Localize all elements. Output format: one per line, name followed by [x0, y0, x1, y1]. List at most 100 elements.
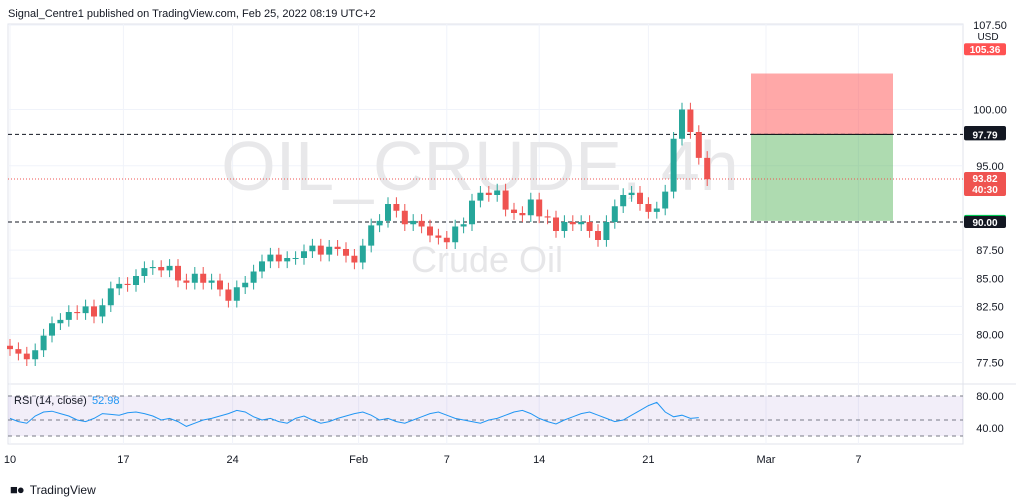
candle-body	[149, 267, 156, 269]
candle-body	[645, 204, 652, 212]
take-profit-zone	[751, 134, 893, 221]
currency-label: USD	[977, 32, 998, 43]
candle-body	[578, 222, 585, 225]
candle-body	[284, 258, 291, 262]
candle-body	[259, 261, 265, 272]
candle-body	[191, 273, 198, 283]
price-lines	[8, 133, 963, 223]
candle-body	[301, 251, 307, 258]
rsi-pane: 80.00 40.00	[8, 391, 1004, 437]
candle-body	[519, 213, 526, 216]
candle-body	[183, 280, 190, 283]
tradingview-logo[interactable]: ■● TradingView	[10, 482, 96, 497]
countdown-label: 40:30	[972, 185, 998, 196]
candle-body	[670, 138, 677, 192]
time-axis[interactable]: 10 17 24 Feb 7 14 21 Mar 7	[4, 454, 862, 466]
candle-body	[133, 276, 139, 285]
candle-body	[443, 237, 450, 243]
rsi-band	[8, 396, 963, 436]
rsi-tick-label: 40.00	[976, 423, 1004, 435]
candle-body	[385, 204, 391, 221]
candle-body	[65, 312, 72, 320]
time-tick-label: 7	[855, 454, 861, 466]
candle-body	[200, 273, 207, 283]
candle-body	[233, 287, 240, 301]
candle-body	[586, 222, 593, 231]
candle-body	[292, 258, 299, 259]
candle-body	[418, 220, 425, 227]
candle-body	[225, 289, 232, 301]
candle-body	[91, 306, 97, 317]
candle-body	[469, 200, 475, 225]
candle-body	[141, 268, 148, 276]
rsi-title: RSI (14, close)	[14, 395, 87, 407]
candle-body	[166, 265, 173, 271]
candle-body	[620, 195, 627, 207]
time-tick-label: 10	[4, 454, 16, 466]
candle-body	[679, 109, 685, 139]
candle-body	[536, 199, 543, 217]
candle-body	[158, 267, 165, 271]
time-tick-label: Feb	[349, 454, 368, 466]
candle-body	[511, 209, 517, 213]
candle-body	[410, 220, 417, 225]
watermark-name: Crude Oil	[411, 239, 563, 280]
candle-body	[15, 349, 22, 354]
candle-body	[217, 280, 223, 290]
time-tick-label: 24	[226, 454, 238, 466]
publisher-header: Signal_Centre1 published on TradingView.…	[8, 8, 376, 20]
price-tag-label: 93.82	[972, 174, 997, 185]
candle-body	[343, 249, 349, 256]
price-axis[interactable]: 107.50 100.00 95.00 87.50 85.00 82.50 80.00 77.…	[973, 20, 1007, 370]
candle-body	[57, 319, 64, 324]
candle-body	[695, 132, 702, 158]
time-tick-label: Mar	[757, 454, 776, 466]
candle-body	[704, 157, 711, 180]
candle-body	[427, 226, 433, 236]
candle-body	[393, 204, 400, 211]
price-tag-label: 97.79	[972, 130, 997, 141]
candle-body	[553, 217, 559, 231]
price-tag-bg	[964, 172, 1006, 197]
price-tag-bg	[964, 128, 1006, 141]
candle-body	[208, 280, 215, 283]
candle-body	[653, 208, 660, 212]
candle-body	[23, 353, 30, 360]
candle-body	[368, 225, 375, 246]
candle-body	[494, 190, 501, 195]
candle-body	[359, 245, 366, 263]
price-tick-label: 80.00	[976, 330, 1004, 342]
time-tick-label: 14	[533, 454, 545, 466]
candle-body	[502, 190, 509, 210]
time-tick-label: 7	[444, 454, 450, 466]
candle-body	[452, 226, 459, 243]
candle-body	[460, 224, 467, 227]
price-tick-label: 82.50	[976, 301, 1004, 313]
brand-label: TradingView	[29, 482, 96, 497]
candle-body	[351, 255, 358, 263]
candle-body	[124, 283, 131, 285]
position-tool[interactable]	[751, 73, 893, 221]
candle-body	[175, 265, 181, 281]
candle-body	[687, 109, 694, 132]
price-tick-label: 85.00	[976, 273, 1004, 285]
candle-body	[477, 192, 484, 201]
candle-body	[603, 222, 610, 240]
price-tick-label: 100.00	[973, 105, 1007, 117]
rsi-line	[9, 401, 699, 427]
price-tag-label: 90.00	[972, 218, 997, 229]
rsi-value: 52.98	[92, 395, 120, 407]
candle-body	[99, 305, 106, 317]
candle-body	[107, 288, 114, 306]
candles	[7, 102, 711, 366]
candle-body	[275, 254, 282, 262]
candle-body	[334, 246, 341, 249]
candle-body	[435, 235, 442, 238]
candle-body	[401, 210, 408, 225]
time-tick-label: 21	[642, 454, 654, 466]
candle-body	[628, 192, 635, 195]
candle-body	[7, 345, 13, 350]
candle-body	[544, 216, 551, 218]
